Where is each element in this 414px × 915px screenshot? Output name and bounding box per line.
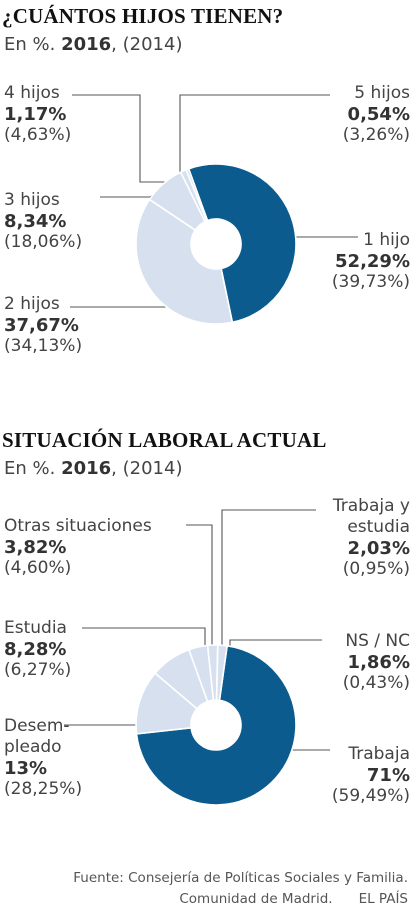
source-note: Fuente: Consejería de Políticas Sociales…: [73, 868, 408, 910]
slice-1-hijo: [187, 163, 297, 324]
label-trabaja-name: Trabaja: [348, 744, 410, 764]
label-ns-nc: NS / NC 1,86% (0,43%): [343, 631, 410, 694]
label-2-hijos-name: 2 hijos: [4, 294, 60, 314]
chart2-subtitle: En %. 2016, (2014): [4, 458, 183, 479]
label-5-hijos: 5 hijos 0,54% (3,26%): [343, 83, 410, 146]
source-line-1: Fuente: Consejería de Políticas Sociales…: [73, 870, 408, 886]
label-desempleado-line2: pleado: [4, 737, 62, 757]
label-1-hijo-name: 1 hijo: [363, 230, 410, 250]
label-estudia-pct: 8,28%: [4, 639, 67, 660]
label-2-hijos: 2 hijos 37,67% (34,13%): [4, 294, 82, 357]
label-4-hijos: 4 hijos 1,17% (4,63%): [4, 83, 71, 146]
leader-otras-situaciones: [186, 524, 213, 659]
label-3-hijos: 3 hijos 8,34% (18,06%): [4, 190, 82, 253]
label-trabaja-y-estudia: Trabaja y estudia 2,03% (0,95%): [333, 496, 410, 580]
chart2-title: SITUACIÓN LABORAL ACTUAL: [2, 428, 327, 452]
brand-logo: EL PAÍS: [358, 891, 408, 907]
label-otras-situaciones-pct: 3,82%: [4, 537, 67, 558]
label-4-hijos-name: 4 hijos: [4, 83, 60, 103]
label-desempleado: Desem- pleado 13% (28,25%): [4, 716, 82, 800]
leader-trabaja-y-estudia: [212, 509, 316, 657]
label-ns-nc-name: NS / NC: [345, 631, 410, 651]
label-trabaja-pct: 71%: [366, 765, 410, 786]
donut-hole: [191, 700, 241, 750]
label-otras-situaciones: Otras situaciones 3,82% (4,60%): [4, 516, 152, 579]
slice-5-hijos: [185, 167, 209, 222]
label-5-hijos-pct: 0,54%: [347, 104, 410, 125]
label-5-hijos-name: 5 hijos: [354, 83, 410, 103]
label-trabaja-prev: (59,49%): [331, 786, 410, 806]
label-1-hijo-prev: (39,73%): [331, 272, 410, 292]
label-trabaja-y-estudia-prev: (0,95%): [342, 559, 410, 579]
label-trabaja: Trabaja 71% (59,49%): [332, 744, 410, 807]
label-estudia: Estudia 8,28% (6,27%): [4, 618, 71, 681]
slice-2-hijos: [135, 198, 234, 325]
source-line-2: Comunidad de Madrid.: [179, 891, 333, 907]
employment-donut-chart: [64, 509, 330, 806]
label-1-hijo-pct: 52,29%: [335, 251, 410, 272]
label-trabaja-y-estudia-line1: Trabaja y: [332, 496, 410, 516]
label-otras-situaciones-name: Otras situaciones: [4, 516, 152, 536]
label-estudia-prev: (6,27%): [4, 660, 72, 680]
label-trabaja-y-estudia-pct: 2,03%: [347, 538, 410, 559]
donut-hole: [191, 219, 241, 269]
chart1-title: ¿CUÁNTOS HIJOS TIENEN?: [2, 4, 284, 28]
slice-trabaja: [135, 644, 297, 806]
label-3-hijos-prev: (18,06%): [4, 232, 83, 252]
label-otras-situaciones-prev: (4,60%): [4, 558, 72, 578]
chart1-subtitle: En %. 2016, (2014): [4, 34, 183, 55]
label-ns-nc-pct: 1,86%: [347, 652, 410, 673]
label-4-hijos-pct: 1,17%: [4, 104, 67, 125]
label-5-hijos-prev: (3,26%): [342, 125, 410, 145]
label-trabaja-y-estudia-line2: estudia: [347, 517, 410, 537]
children-donut-chart: [70, 94, 358, 325]
label-4-hijos-prev: (4,63%): [4, 125, 72, 145]
leader-4-hijos: [72, 94, 186, 183]
label-estudia-name: Estudia: [4, 618, 67, 638]
label-3-hijos-name: 3 hijos: [4, 190, 60, 210]
label-2-hijos-prev: (34,13%): [4, 336, 83, 356]
label-ns-nc-prev: (0,43%): [342, 673, 410, 693]
label-2-hijos-pct: 37,67%: [4, 315, 79, 336]
label-1-hijo: 1 hijo 52,29% (39,73%): [332, 230, 410, 293]
label-desempleado-prev: (28,25%): [4, 779, 83, 799]
label-desempleado-pct: 13%: [4, 758, 48, 779]
label-desempleado-line1: Desem-: [4, 716, 70, 736]
slice-ns-nc: [215, 644, 229, 702]
label-3-hijos-pct: 8,34%: [4, 211, 67, 232]
